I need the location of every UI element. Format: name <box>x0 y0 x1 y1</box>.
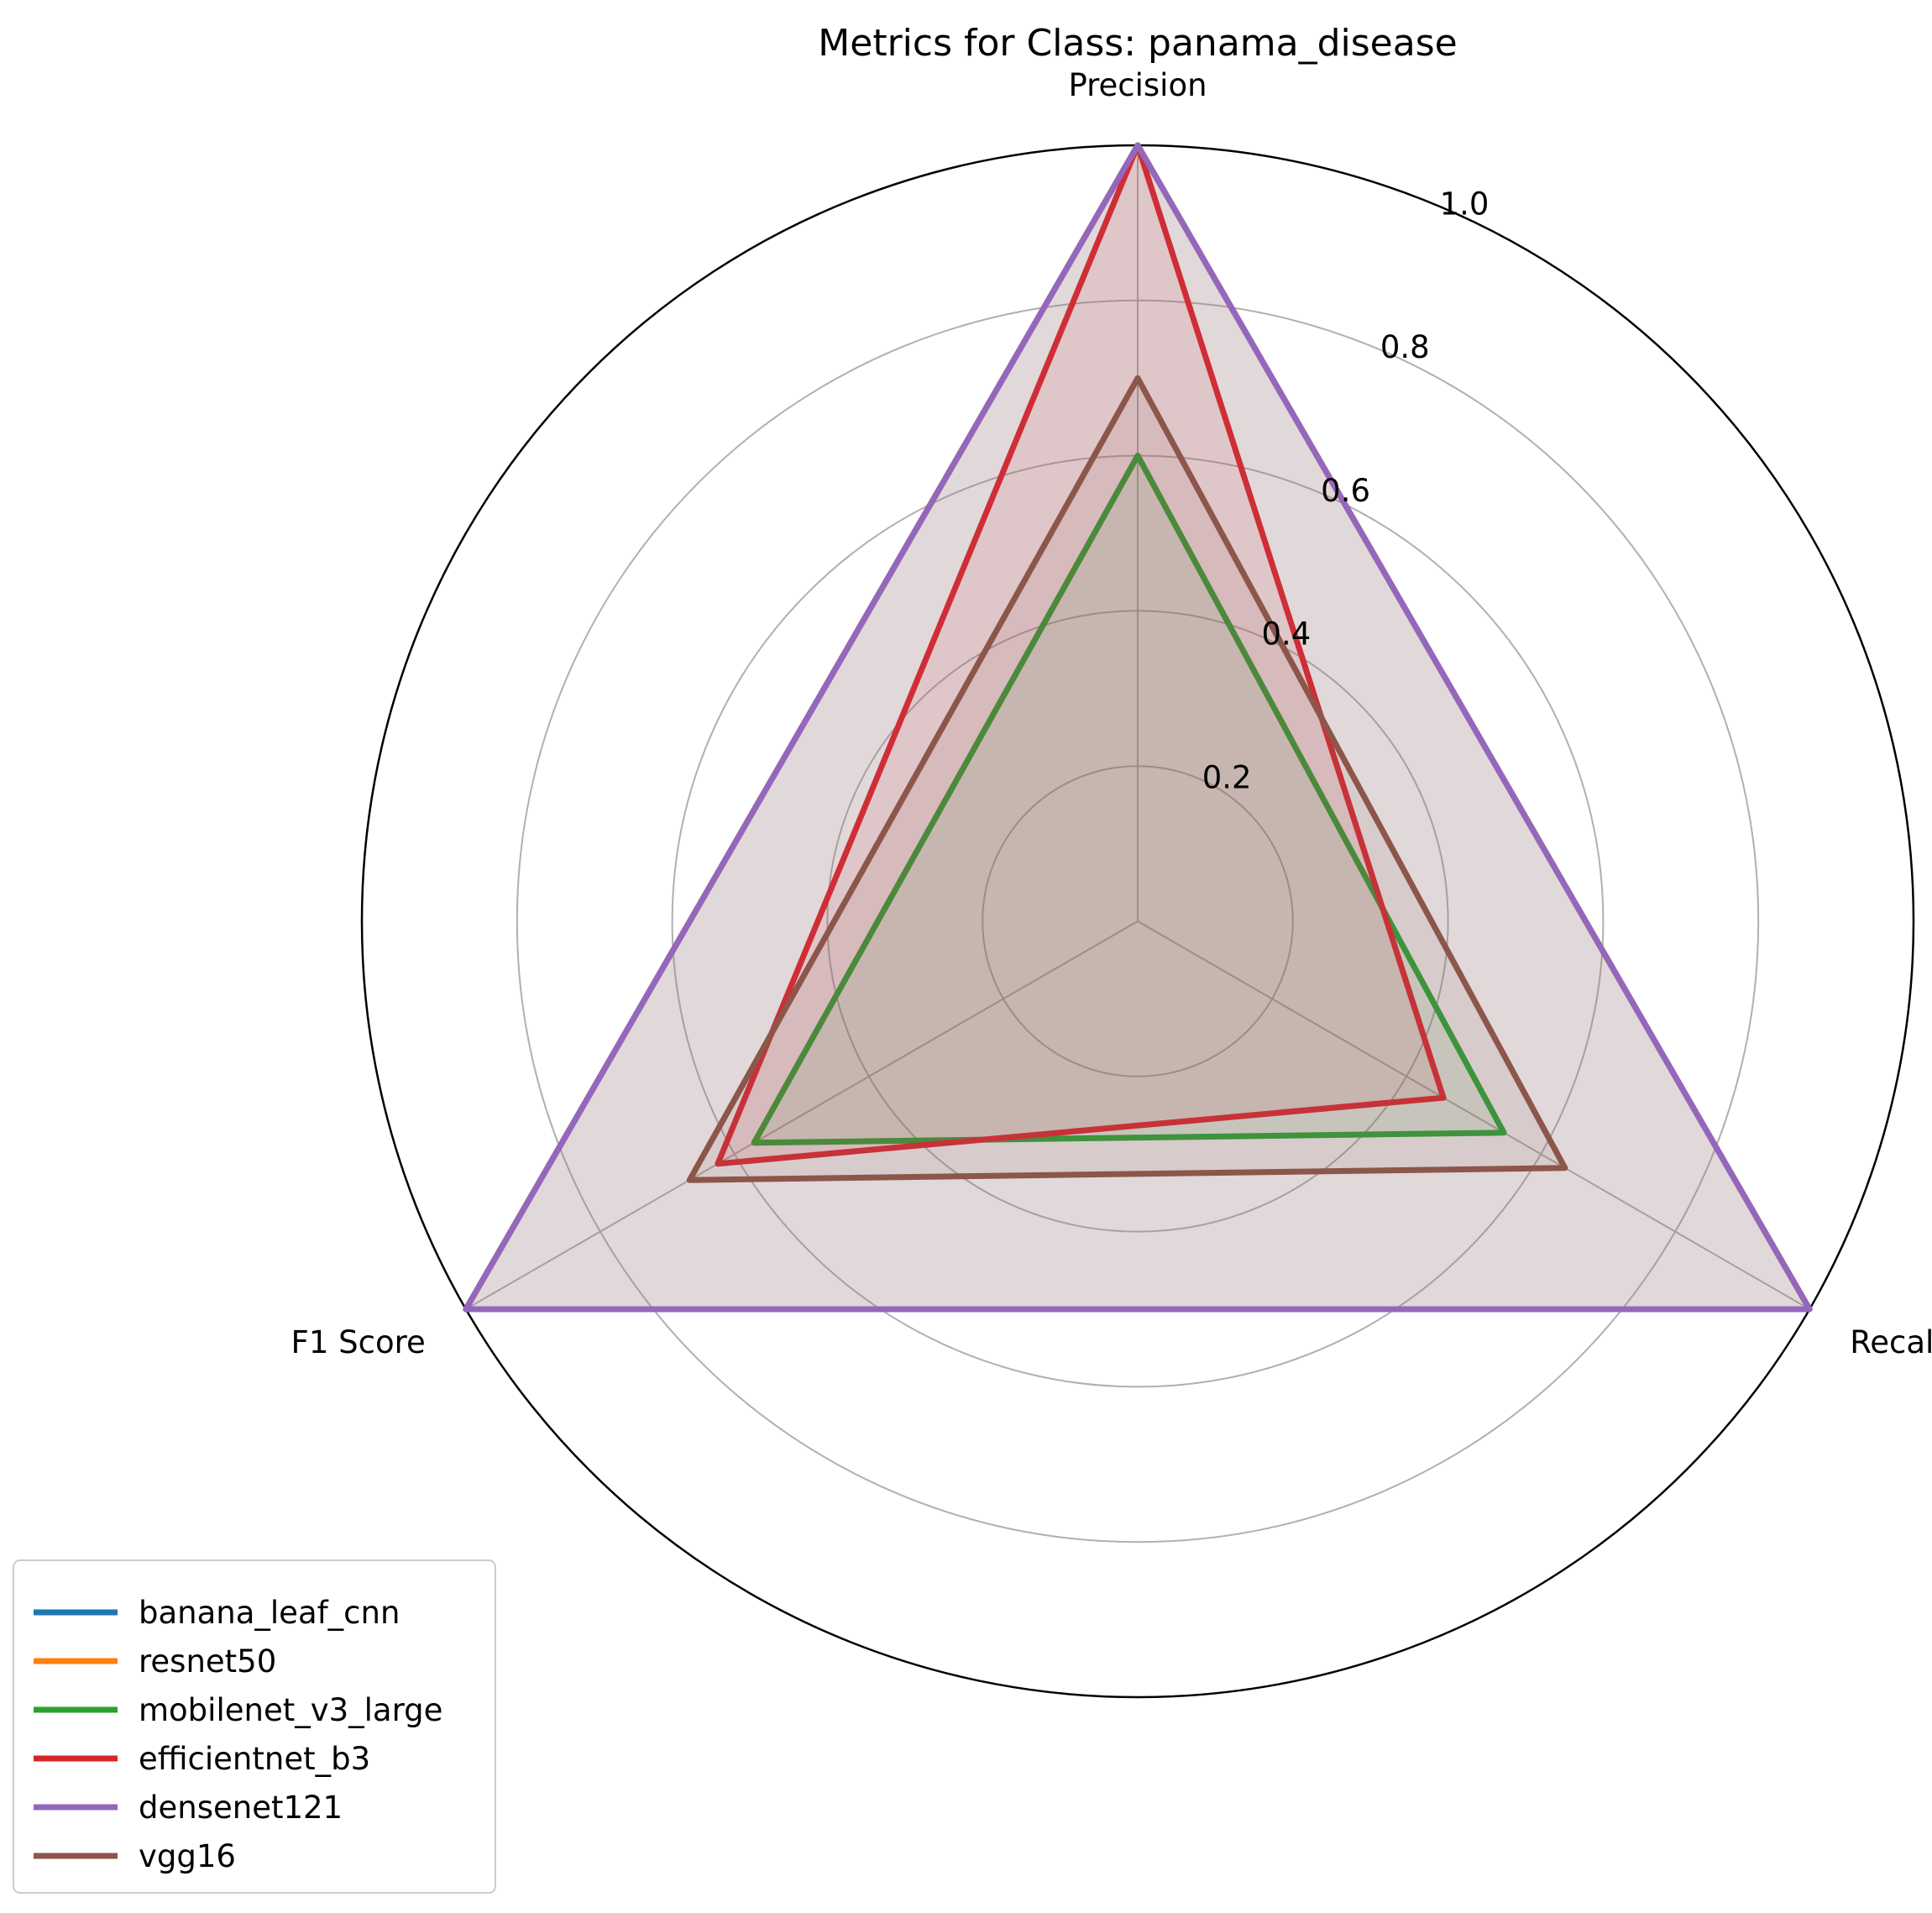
r-tick-label: 0.2 <box>1202 759 1252 795</box>
chart-title: Metrics for Class: panama_disease <box>818 22 1457 65</box>
spoke-recall <box>1137 920 1810 1310</box>
r-tick-label: 1.0 <box>1440 186 1490 222</box>
axis-label-f1-score: F1 Score <box>291 1324 426 1360</box>
legend-label-vgg16: vgg16 <box>139 1838 236 1874</box>
legend-label-mobilenet-v3-large: mobilenet_v3_large <box>139 1692 442 1728</box>
series-fill-resnet50 <box>465 145 1810 1309</box>
series-fill-banana-leaf-cnn <box>465 145 1810 1309</box>
series-line-densenet121 <box>463 142 1813 1313</box>
series-fill-mobilenet-v3-large <box>754 455 1505 1143</box>
spoke-f1-score <box>465 920 1139 1310</box>
legend-items: banana_leaf_cnn resnet50 mobilenet_v3_larg… <box>34 1595 442 1874</box>
r-tick-label: 0.8 <box>1380 329 1430 365</box>
series-fill-densenet121 <box>465 145 1810 1309</box>
axis-label-recall: Recall <box>1850 1324 1932 1360</box>
series-fill-vgg16 <box>689 378 1565 1181</box>
series-layer <box>463 142 1813 1313</box>
label-layer: 0.2 0.4 0.6 0.8 1.0 Precision Recall F1 Score <box>291 67 1932 1360</box>
legend-frame <box>13 1559 496 1894</box>
series-line-vgg16 <box>686 375 1568 1183</box>
legend-label-banana-leaf-cnn: banana_leaf_cnn <box>139 1595 400 1631</box>
series-line-mobilenet-v3-large <box>751 453 1507 1146</box>
series-line-efficientnet-b3 <box>715 142 1447 1167</box>
legend-label-densenet121: densenet121 <box>139 1790 343 1826</box>
r-tick-label: 0.6 <box>1321 473 1370 509</box>
legend-label-efficientnet-b3: efficientnet_b3 <box>139 1741 370 1777</box>
r-tick-label: 0.4 <box>1261 616 1311 653</box>
legend: banana_leaf_cnn resnet50 mobilenet_v3_larg… <box>13 1559 496 1894</box>
series-fill-efficientnet-b3 <box>717 145 1444 1164</box>
axis-label-precision: Precision <box>1068 67 1207 103</box>
legend-label-resnet50: resnet50 <box>139 1643 276 1680</box>
